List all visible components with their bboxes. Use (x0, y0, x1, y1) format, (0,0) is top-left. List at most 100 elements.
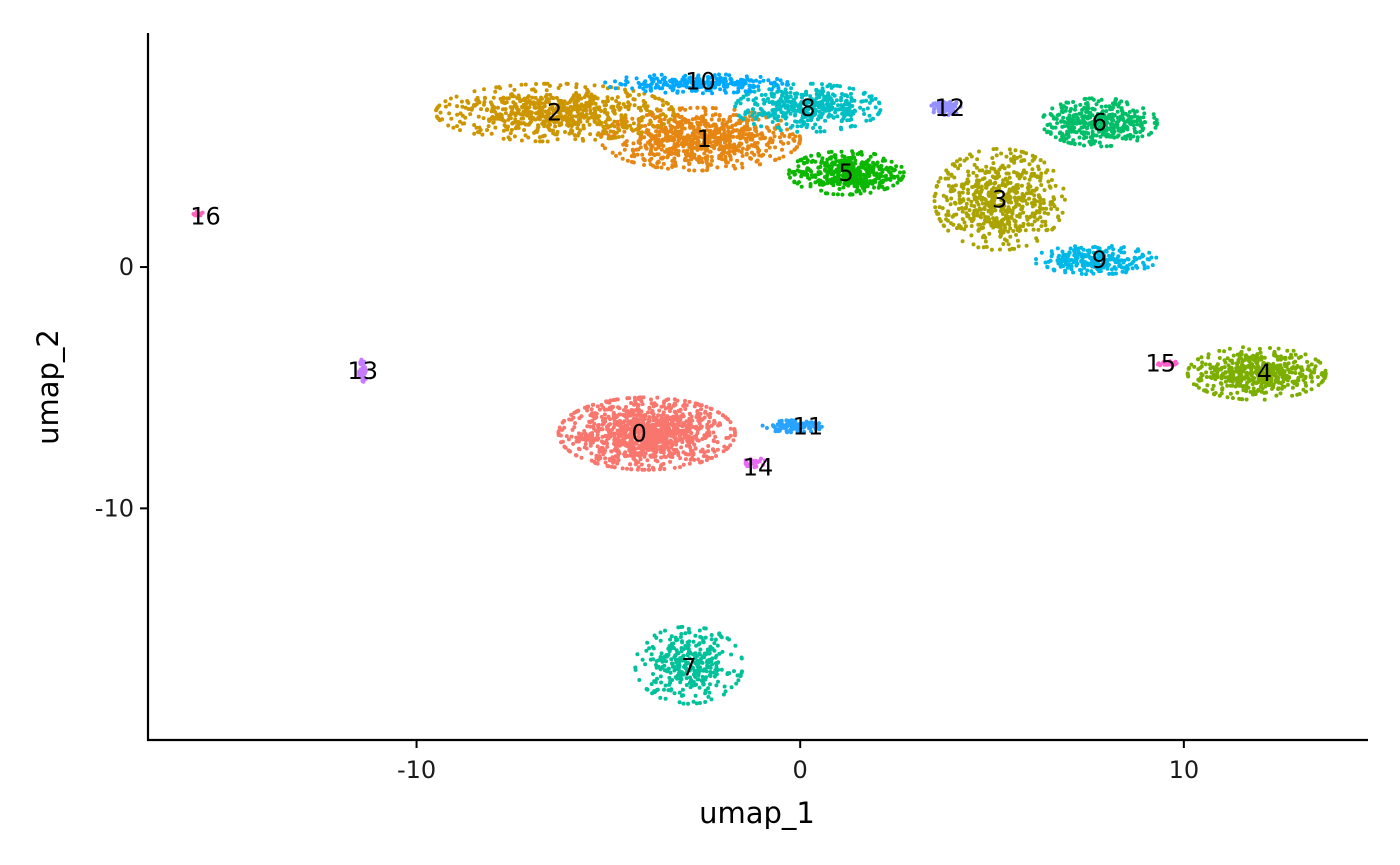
scatter-point (1151, 112, 1156, 117)
scatter-point (609, 464, 614, 469)
scatter-point (675, 112, 680, 117)
scatter-point (1257, 346, 1262, 351)
scatter-point (625, 91, 630, 96)
scatter-point (606, 133, 611, 138)
scatter-point (700, 168, 705, 173)
scatter-point (836, 174, 841, 179)
scatter-point (640, 152, 645, 157)
scatter-point (950, 184, 955, 189)
scatter-point (652, 448, 657, 453)
scatter-point (1141, 106, 1146, 111)
scatter-point (703, 147, 708, 152)
scatter-point (1038, 215, 1043, 220)
scatter-point (581, 123, 586, 128)
scatter-point (557, 102, 562, 107)
scatter-point (723, 154, 728, 159)
scatter-point (578, 128, 583, 133)
scatter-point (732, 128, 737, 133)
scatter-point (773, 158, 777, 162)
scatter-point (1292, 379, 1297, 384)
scatter-point (668, 688, 673, 693)
scatter-point (1241, 384, 1246, 389)
scatter-point (638, 105, 643, 110)
scatter-point (710, 113, 715, 118)
scatter-point (581, 126, 586, 131)
scatter-point (670, 678, 675, 682)
scatter-point (964, 156, 969, 161)
scatter-point (656, 160, 661, 165)
scatter-point (645, 424, 650, 429)
scatter-point (674, 442, 679, 447)
scatter-point (963, 206, 968, 211)
scatter-point (533, 89, 538, 94)
scatter-point (633, 665, 638, 670)
scatter-point (1000, 163, 1005, 168)
scatter-point (589, 101, 594, 106)
scatter-point (1110, 101, 1115, 106)
scatter-point (705, 128, 710, 133)
scatter-point (967, 208, 972, 213)
scatter-point (711, 439, 716, 444)
scatter-point (709, 633, 714, 637)
scatter-point (1011, 229, 1016, 233)
scatter-point (685, 452, 689, 457)
scatter-point (1055, 113, 1060, 118)
scatter-point (697, 415, 702, 420)
scatter-point (1051, 195, 1056, 200)
scatter-point (1228, 391, 1233, 396)
scatter-point (855, 152, 860, 157)
scatter-point (566, 437, 571, 442)
scatter-point (582, 107, 587, 112)
scatter-point (443, 104, 448, 109)
scatter-point (836, 163, 841, 168)
scatter-point (739, 150, 744, 155)
scatter-point (645, 436, 650, 441)
scatter-point (851, 151, 855, 156)
scatter-point (1297, 392, 1302, 396)
scatter-point (620, 156, 625, 161)
scatter-point (1223, 370, 1228, 375)
scatter-point (628, 427, 633, 432)
scatter-point (1097, 129, 1101, 134)
scatter-point (490, 108, 495, 113)
scatter-point (1086, 115, 1091, 120)
scatter-point (615, 437, 620, 442)
scatter-point (1198, 375, 1203, 380)
scatter-point (1078, 102, 1083, 107)
scatter-point (685, 436, 689, 441)
scatter-point (603, 120, 608, 125)
scatter-point (482, 102, 486, 107)
scatter-point (625, 466, 629, 471)
scatter-point (698, 403, 703, 408)
scatter-point (653, 134, 657, 139)
scatter-point (1211, 383, 1216, 388)
scatter-point (684, 153, 689, 158)
scatter-point (643, 441, 648, 446)
scatter-point (1080, 107, 1085, 112)
scatter-point (670, 661, 675, 666)
scatter-point (809, 169, 814, 174)
scatter-point (572, 121, 576, 126)
scatter-point (1060, 194, 1064, 199)
scatter-point (1037, 208, 1042, 213)
scatter-point (700, 135, 705, 140)
scatter-point (991, 186, 996, 190)
scatter-point (788, 175, 792, 180)
scatter-point (720, 649, 725, 654)
scatter-point (662, 430, 667, 435)
scatter-point (1249, 372, 1254, 377)
scatter-point (828, 156, 833, 161)
scatter-point (705, 425, 710, 430)
scatter-point (563, 114, 568, 119)
scatter-point (1308, 373, 1313, 378)
scatter-point (969, 233, 974, 238)
scatter-point (560, 108, 565, 113)
scatter-point (1001, 207, 1006, 212)
scatter-point (1258, 350, 1263, 355)
scatter-point (663, 130, 668, 134)
scatter-point (650, 409, 655, 413)
scatter-point (833, 153, 838, 158)
scatter-point (1039, 171, 1044, 176)
scatter-point (612, 422, 617, 427)
scatter-point (658, 444, 663, 449)
